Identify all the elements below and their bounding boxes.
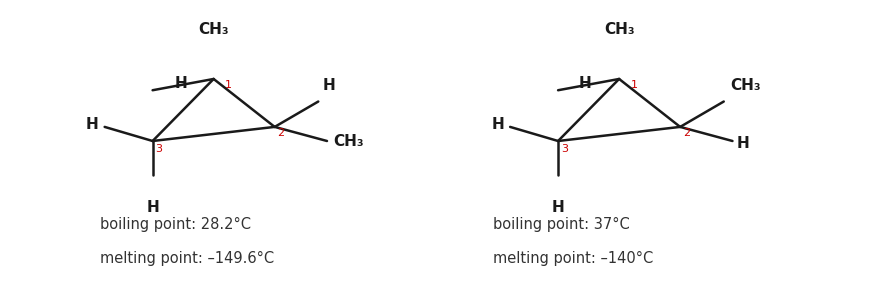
Text: CH₃: CH₃: [731, 78, 761, 93]
Text: H: H: [552, 200, 564, 215]
Text: 1: 1: [225, 80, 232, 90]
Text: 2: 2: [277, 128, 284, 138]
Text: melting point: –140°C: melting point: –140°C: [493, 251, 653, 266]
Text: 1: 1: [630, 80, 637, 90]
Text: H: H: [146, 200, 159, 215]
Text: H: H: [85, 116, 99, 132]
Text: H: H: [174, 76, 187, 91]
Text: H: H: [737, 136, 750, 151]
Text: 3: 3: [155, 144, 162, 154]
Text: CH₃: CH₃: [333, 133, 364, 149]
Text: CH₃: CH₃: [603, 22, 635, 37]
Text: 2: 2: [683, 128, 690, 138]
Text: CH₃: CH₃: [198, 22, 229, 37]
Text: H: H: [578, 76, 591, 91]
Text: H: H: [491, 116, 504, 132]
Text: boiling point: 37°C: boiling point: 37°C: [493, 217, 630, 232]
Text: melting point: –149.6°C: melting point: –149.6°C: [100, 251, 275, 266]
Text: 3: 3: [561, 144, 568, 154]
Text: H: H: [323, 78, 336, 93]
Text: boiling point: 28.2°C: boiling point: 28.2°C: [100, 217, 251, 232]
